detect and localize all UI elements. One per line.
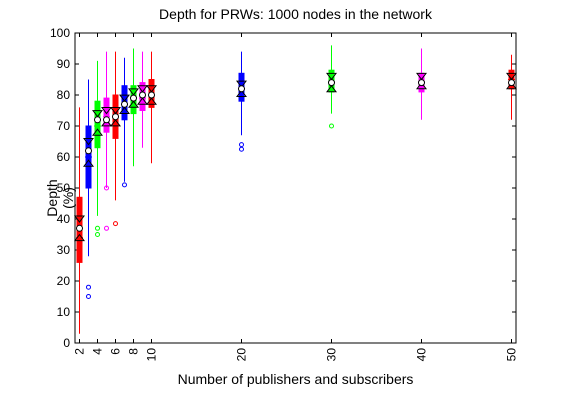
y-tick-label: 90 bbox=[57, 57, 71, 71]
box bbox=[94, 100, 101, 149]
y-tick-label: 10 bbox=[57, 305, 71, 319]
y-tick-label: 0 bbox=[63, 336, 70, 350]
y-tick-label: 40 bbox=[57, 212, 71, 226]
ci-high-triangle bbox=[110, 107, 121, 115]
ci-high-triangle bbox=[74, 215, 85, 223]
mean-marker bbox=[148, 91, 155, 99]
ci-low-triangle bbox=[92, 128, 103, 136]
ci-low-triangle bbox=[74, 233, 85, 242]
y-tick-label: 50 bbox=[57, 181, 71, 195]
ci-low-triangle bbox=[416, 81, 427, 90]
ci-high-triangle bbox=[137, 85, 148, 93]
x-tick-label: 40 bbox=[415, 348, 429, 362]
ci-low-triangle bbox=[101, 119, 112, 127]
outlier-point bbox=[239, 142, 244, 148]
y-tick-label: 100 bbox=[50, 26, 70, 40]
mean-marker bbox=[139, 91, 146, 99]
ci-high-triangle bbox=[101, 107, 112, 115]
outlier-point bbox=[104, 185, 109, 191]
mean-marker bbox=[121, 100, 128, 108]
ci-low-triangle bbox=[110, 119, 121, 127]
ci-low-triangle bbox=[236, 89, 247, 97]
x-tick-label: 8 bbox=[127, 348, 141, 355]
ci-high-triangle bbox=[326, 72, 337, 81]
outlier-point bbox=[329, 123, 334, 129]
x-tick-label: 50 bbox=[505, 348, 519, 362]
y-tick-label: 70 bbox=[57, 119, 71, 133]
ci-high-triangle bbox=[236, 80, 247, 88]
ci-high-triangle bbox=[128, 88, 139, 96]
mean-marker bbox=[238, 85, 245, 93]
ci-high-triangle bbox=[146, 85, 157, 93]
ci-low-triangle bbox=[137, 97, 148, 105]
outlier-point bbox=[86, 294, 91, 299]
x-tick-label: 10 bbox=[145, 348, 159, 362]
x-tick-label: 20 bbox=[235, 348, 249, 362]
x-tick-label: 2 bbox=[73, 348, 87, 355]
plot-frame bbox=[74, 32, 517, 344]
x-axis-label: Number of publishers and subscribers bbox=[177, 371, 414, 387]
ci-low-triangle bbox=[128, 100, 139, 108]
ci-low-triangle bbox=[146, 97, 157, 105]
chart-title: Depth for PRWs: 1000 nodes in the networ… bbox=[159, 6, 432, 22]
mean-marker bbox=[508, 79, 515, 87]
mean-marker bbox=[85, 147, 92, 155]
y-tick-label: 60 bbox=[57, 150, 71, 164]
ci-high-triangle bbox=[506, 72, 517, 81]
ci-high-triangle bbox=[92, 110, 103, 118]
box bbox=[103, 97, 110, 133]
mean-marker bbox=[103, 116, 110, 124]
ci-high-triangle bbox=[83, 138, 94, 146]
mean-marker bbox=[328, 79, 335, 87]
mean-marker bbox=[94, 116, 101, 124]
mean-marker bbox=[76, 224, 83, 232]
ci-high-triangle bbox=[416, 72, 427, 81]
outlier-point bbox=[95, 232, 100, 237]
x-tick-label: 4 bbox=[91, 348, 105, 355]
outlier-point bbox=[95, 225, 100, 231]
outlier-point bbox=[239, 146, 244, 152]
y-tick-label: 30 bbox=[57, 243, 71, 257]
mean-marker bbox=[130, 94, 137, 102]
y-tick-label: 80 bbox=[57, 88, 71, 102]
x-tick-label: 30 bbox=[325, 348, 339, 362]
outlier-point bbox=[104, 225, 109, 231]
mean-marker bbox=[418, 79, 425, 87]
y-tick-label: 20 bbox=[57, 274, 71, 288]
ci-low-triangle bbox=[83, 159, 94, 167]
mean-marker bbox=[112, 113, 119, 121]
outlier-point bbox=[113, 221, 118, 227]
x-tick-label: 6 bbox=[109, 348, 123, 355]
outlier-point bbox=[122, 182, 127, 188]
ci-low-triangle bbox=[119, 106, 130, 114]
ci-low-triangle bbox=[506, 81, 517, 90]
outlier-point bbox=[86, 284, 91, 290]
ci-low-triangle bbox=[326, 84, 337, 93]
ci-high-triangle bbox=[119, 94, 130, 102]
